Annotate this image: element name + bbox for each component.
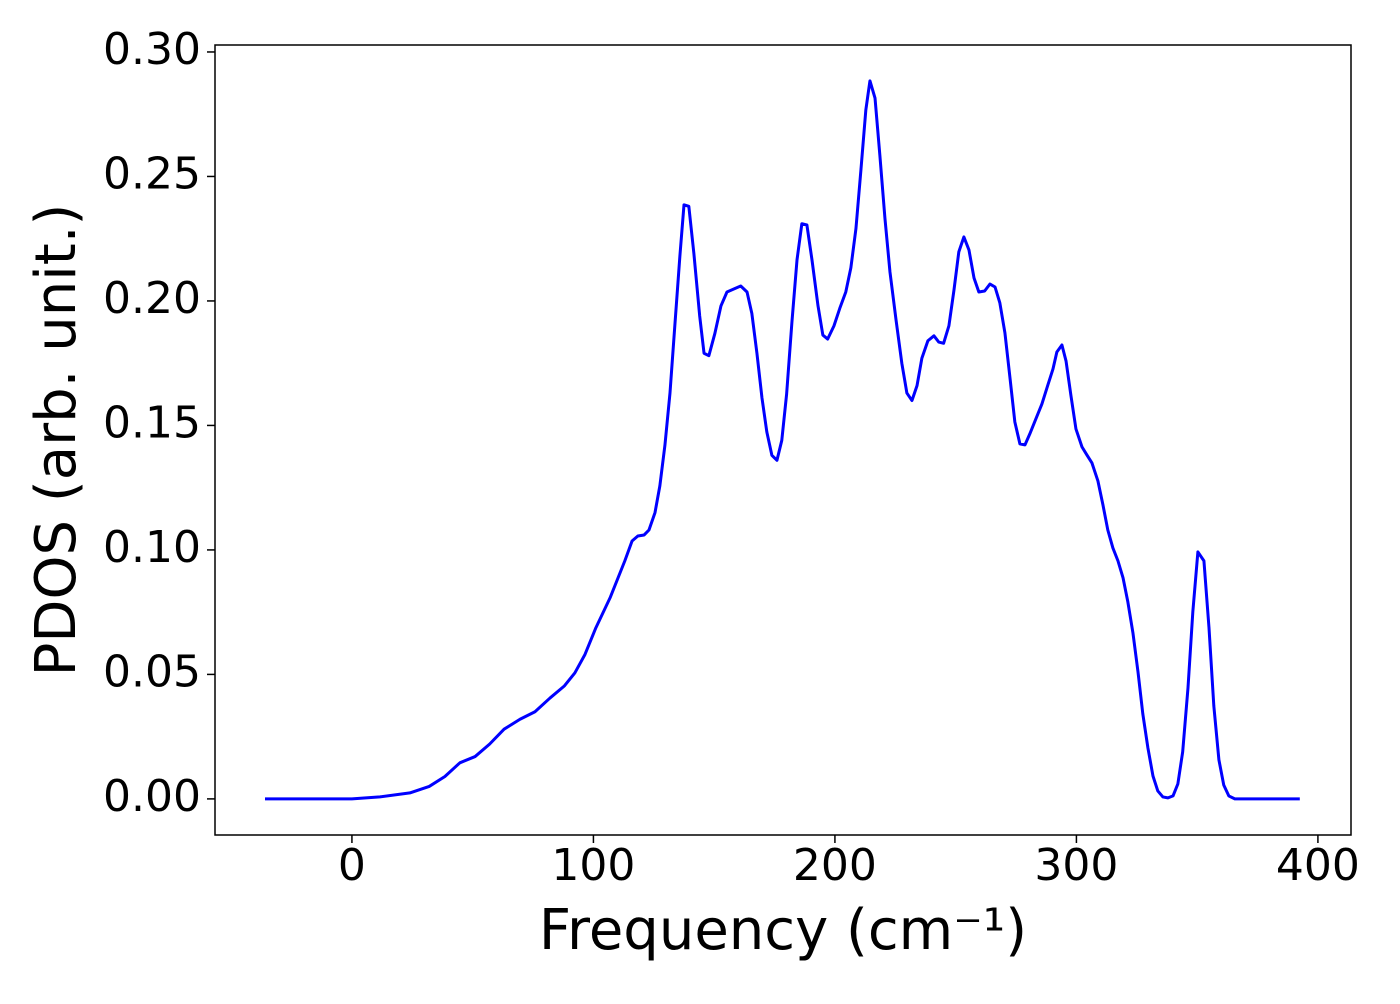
y-axis-label: PDOS (arb. unit.) <box>24 204 89 677</box>
x-tick-label: 100 <box>551 840 635 891</box>
x-tick-label: 200 <box>793 840 877 891</box>
y-tick-label: 0.25 <box>103 148 201 199</box>
x-tick-label: 0 <box>338 840 366 891</box>
y-tick-label: 0.10 <box>103 522 201 573</box>
y-tick-label: 0.05 <box>103 646 201 697</box>
y-tick-label: 0.20 <box>103 273 201 324</box>
data-line <box>264 79 1300 801</box>
x-tick-label: 400 <box>1276 840 1360 891</box>
y-tick-label: 0.15 <box>103 397 201 448</box>
plot-frame <box>214 44 1352 836</box>
y-tick-label: 0.30 <box>103 24 201 75</box>
x-axis-label: Frequency (cm⁻¹) <box>539 898 1027 963</box>
x-tick-label: 300 <box>1034 840 1118 891</box>
y-tick-label: 0.00 <box>103 771 201 822</box>
